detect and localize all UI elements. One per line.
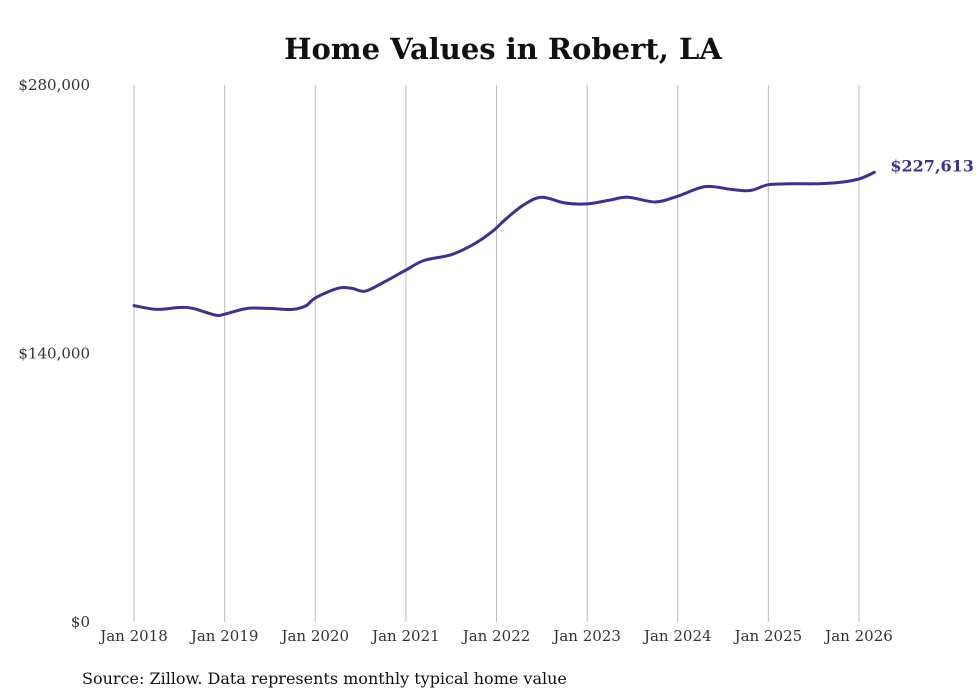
x-tick-label: Jan 2019 xyxy=(189,627,259,645)
x-tick-label: Jan 2018 xyxy=(98,627,168,645)
chart-title: Home Values in Robert, LA xyxy=(284,32,722,66)
y-tick-label: $140,000 xyxy=(18,345,90,363)
x-tick-label: Jan 2022 xyxy=(461,627,531,645)
end-value-label: $227,613 xyxy=(890,156,974,175)
x-tick-label: Jan 2025 xyxy=(733,627,803,645)
x-tick-label: Jan 2024 xyxy=(642,627,712,645)
x-tick-label: Jan 2020 xyxy=(279,627,349,645)
source-note: Source: Zillow. Data represents monthly … xyxy=(82,669,567,688)
x-tick-label: Jan 2021 xyxy=(370,627,440,645)
series-line-home-values xyxy=(132,170,876,318)
y-tick-label: $0 xyxy=(71,613,90,631)
y-axis-ticks: $0 $140,000 $280,000 xyxy=(18,76,90,631)
x-axis-ticks: Jan 2018 Jan 2019 Jan 2020 Jan 2021 Jan 2022… xyxy=(98,627,893,645)
grid-lines xyxy=(133,85,860,622)
y-tick-label: $280,000 xyxy=(18,76,90,94)
x-tick-label: Jan 2023 xyxy=(551,627,621,645)
x-tick-label: Jan 2026 xyxy=(823,627,893,645)
